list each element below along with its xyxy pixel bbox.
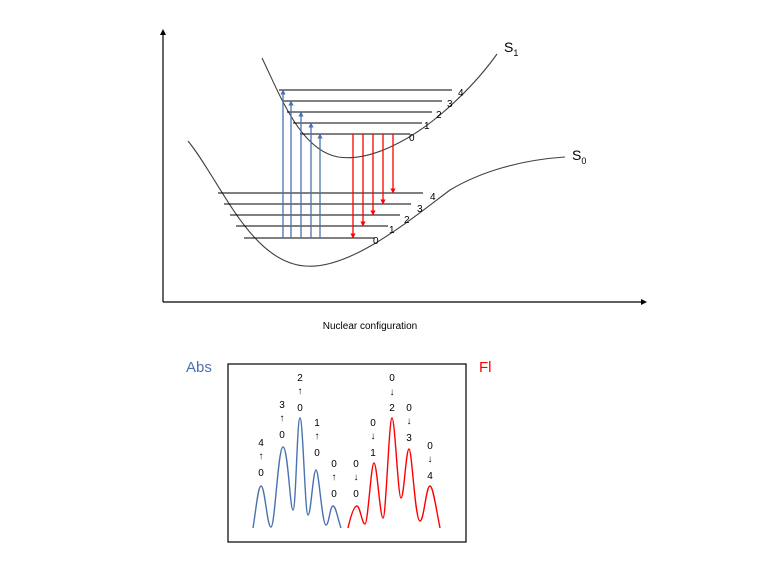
excited-state-curve xyxy=(261,53,498,159)
svg-text:↑: ↑ xyxy=(298,386,303,397)
svg-text:0: 0 xyxy=(279,430,285,441)
svg-text:0: 0 xyxy=(353,489,359,500)
s1-label: S1 xyxy=(504,39,518,58)
fl-peak-label-0-0: 0 ↓ 0 xyxy=(353,459,359,500)
svg-text:0: 0 xyxy=(389,373,395,384)
s1-level-label-1: 1 xyxy=(424,121,430,132)
svg-text:↑: ↑ xyxy=(332,472,337,483)
svg-text:↓: ↓ xyxy=(371,431,376,442)
s0-level-label-2: 2 xyxy=(404,215,410,226)
svg-text:0: 0 xyxy=(406,403,412,414)
ground-state-curve xyxy=(187,140,566,267)
svg-text:↑: ↑ xyxy=(315,431,320,442)
absorption-arrows xyxy=(280,89,323,238)
abs-peak-label-0-0: 0 ↑ 0 xyxy=(331,459,337,500)
fl-label: Fl xyxy=(479,359,492,376)
s0-level-label-3: 3 xyxy=(417,204,423,215)
fluorescence-arrows xyxy=(350,134,396,239)
svg-text:↑: ↑ xyxy=(259,451,264,462)
svg-text:↑: ↑ xyxy=(280,413,285,424)
s0-level-label-1: 1 xyxy=(389,225,395,236)
svg-text:2: 2 xyxy=(389,403,395,414)
abs-peak-label-4-0: 4 ↑ 0 xyxy=(258,438,264,479)
abs-peak-label-1-0: 1 ↑ 0 xyxy=(314,418,320,459)
fl-peak-label-0-2: 0 ↓ 2 xyxy=(389,373,395,414)
x-axis-label: Nuclear configuration xyxy=(323,321,418,332)
svg-text:3: 3 xyxy=(279,400,285,411)
svg-text:↓: ↓ xyxy=(428,454,433,465)
svg-text:0: 0 xyxy=(314,448,320,459)
s0-level-label-0: 0 xyxy=(373,236,379,247)
svg-text:0: 0 xyxy=(331,459,337,470)
abs-peak-label-2-0: 2 ↑ 0 xyxy=(297,373,303,414)
svg-text:4: 4 xyxy=(427,471,433,482)
svg-text:↓: ↓ xyxy=(354,472,359,483)
fl-peak-label-0-3: 0 ↓ 3 xyxy=(406,403,412,444)
svg-text:1: 1 xyxy=(314,418,320,429)
svg-text:0: 0 xyxy=(427,441,433,452)
absorption-peak-labels: 4 ↑ 0 3 ↑ 0 2 ↑ 0 1 ↑ 0 0 ↑ 0 xyxy=(258,373,337,500)
absorption-spectrum-curve xyxy=(252,417,342,529)
svg-text:1: 1 xyxy=(370,448,376,459)
ground-state-level-labels: 4 3 2 1 0 xyxy=(373,192,436,247)
svg-text:0: 0 xyxy=(370,418,376,429)
s1-level-label-0: 0 xyxy=(409,133,415,144)
s1-level-label-4: 4 xyxy=(458,88,464,99)
fluorescence-spectrum-curve xyxy=(347,417,441,529)
s1-level-label-2: 2 xyxy=(436,110,442,121)
s0-label: S0 xyxy=(572,147,586,166)
spectrum-box xyxy=(227,363,467,543)
abs-label: Abs xyxy=(186,359,212,376)
svg-text:0: 0 xyxy=(353,459,359,470)
s1-level-label-3: 3 xyxy=(447,99,453,110)
excited-state-levels xyxy=(279,89,452,135)
svg-text:0: 0 xyxy=(297,403,303,414)
svg-text:0: 0 xyxy=(331,489,337,500)
svg-text:0: 0 xyxy=(258,468,264,479)
abs-peak-label-3-0: 3 ↑ 0 xyxy=(279,400,285,441)
svg-text:4: 4 xyxy=(258,438,264,449)
s0-level-label-4: 4 xyxy=(430,192,436,203)
svg-text:3: 3 xyxy=(406,433,412,444)
fluorescence-peak-labels: 0 ↓ 0 0 ↓ 1 0 ↓ 2 0 ↓ 3 0 ↓ 4 xyxy=(353,373,433,500)
fl-peak-label-0-1: 0 ↓ 1 xyxy=(370,418,376,459)
excited-state-level-labels: 4 3 2 1 0 xyxy=(409,88,464,144)
fl-peak-label-0-4: 0 ↓ 4 xyxy=(427,441,433,482)
svg-text:2: 2 xyxy=(297,373,303,384)
svg-text:↓: ↓ xyxy=(407,416,412,427)
svg-text:↓: ↓ xyxy=(390,387,395,398)
